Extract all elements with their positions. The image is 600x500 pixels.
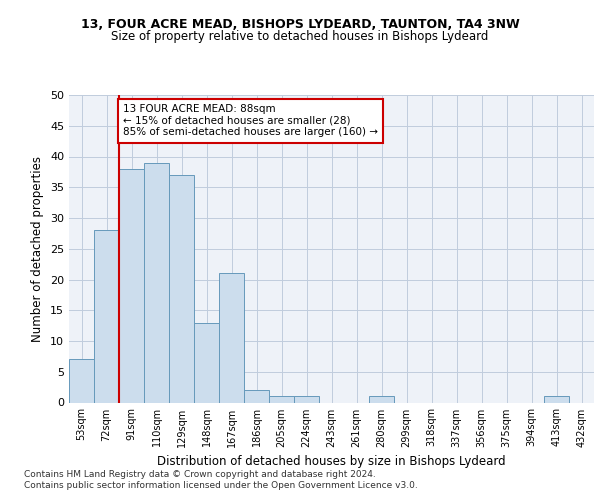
Bar bbox=[544, 396, 569, 402]
Bar bbox=[169, 175, 194, 402]
Text: Contains public sector information licensed under the Open Government Licence v3: Contains public sector information licen… bbox=[24, 481, 418, 490]
Bar bbox=[144, 162, 169, 402]
Text: 13 FOUR ACRE MEAD: 88sqm
← 15% of detached houses are smaller (28)
85% of semi-d: 13 FOUR ACRE MEAD: 88sqm ← 15% of detach… bbox=[123, 104, 378, 138]
Y-axis label: Number of detached properties: Number of detached properties bbox=[31, 156, 44, 342]
Bar bbox=[69, 360, 94, 403]
Text: Contains HM Land Registry data © Crown copyright and database right 2024.: Contains HM Land Registry data © Crown c… bbox=[24, 470, 376, 479]
Text: 13, FOUR ACRE MEAD, BISHOPS LYDEARD, TAUNTON, TA4 3NW: 13, FOUR ACRE MEAD, BISHOPS LYDEARD, TAU… bbox=[80, 18, 520, 30]
Bar bbox=[369, 396, 394, 402]
Bar bbox=[269, 396, 294, 402]
Bar bbox=[119, 169, 144, 402]
Bar bbox=[244, 390, 269, 402]
Bar bbox=[94, 230, 119, 402]
Text: Size of property relative to detached houses in Bishops Lydeard: Size of property relative to detached ho… bbox=[112, 30, 488, 43]
Bar bbox=[294, 396, 319, 402]
Bar bbox=[194, 322, 219, 402]
Bar bbox=[219, 274, 244, 402]
X-axis label: Distribution of detached houses by size in Bishops Lydeard: Distribution of detached houses by size … bbox=[157, 455, 506, 468]
